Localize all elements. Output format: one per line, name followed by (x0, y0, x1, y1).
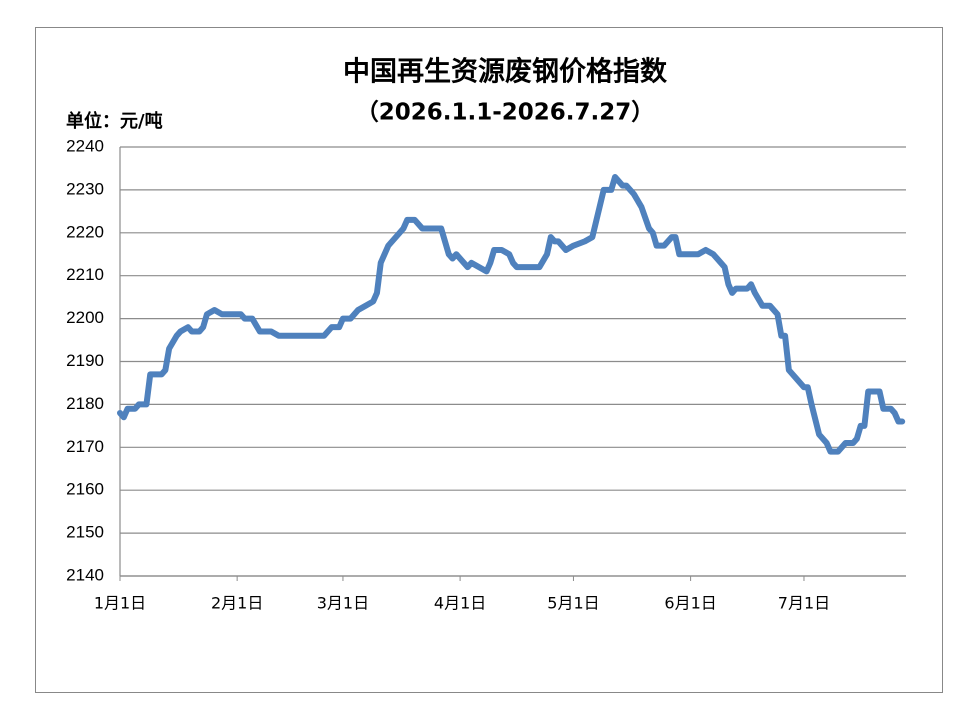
chart-title: 中国再生资源废钢价格指数 (343, 56, 668, 88)
y-tick-label: 2140 (66, 565, 104, 584)
chart-frame (35, 27, 943, 693)
y-tick-label: 2210 (66, 265, 104, 284)
x-tick-label: 2月1日 (211, 594, 263, 613)
chart-subtitle: （2026.1.1-2026.7.27） (356, 99, 655, 126)
y-tick-label: 2220 (66, 222, 104, 241)
x-tick-label: 4月1日 (434, 594, 486, 613)
y-tick-label: 2190 (66, 351, 104, 370)
y-tick-label: 2160 (66, 480, 104, 499)
x-tick-label: 3月1日 (317, 594, 369, 613)
y-tick-label: 2180 (66, 394, 104, 413)
y-axis-unit: 单位：元/吨 (66, 110, 163, 132)
x-tick-label: 7月1日 (778, 594, 830, 613)
y-tick-label: 2150 (66, 523, 104, 542)
x-tick-label: 1月1日 (94, 594, 146, 613)
y-tick-label: 2200 (66, 308, 104, 327)
x-tick-label: 5月1日 (547, 594, 599, 613)
y-tick-label: 2230 (66, 179, 104, 198)
y-tick-label: 2240 (66, 136, 104, 155)
y-tick-label: 2170 (66, 437, 104, 456)
x-tick-label: 6月1日 (664, 594, 716, 613)
data-line (117, 174, 906, 455)
